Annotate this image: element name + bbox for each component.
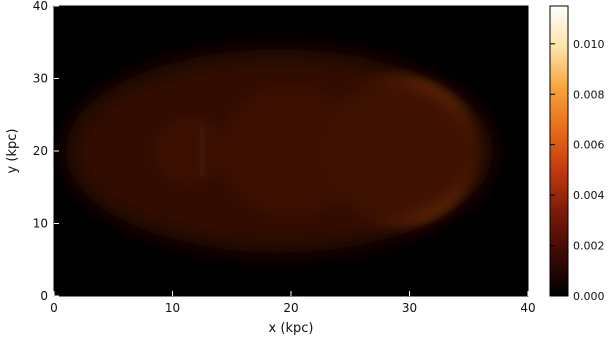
y-tick-label: 0 <box>40 289 48 303</box>
colorbar-tick-label: 0.004 <box>573 189 605 202</box>
y-tick-label: 30 <box>33 72 48 86</box>
colorbar-tick-label: 0.002 <box>573 240 605 253</box>
x-axis-label: x (kpc) <box>269 321 314 336</box>
colorbar-ticks: 0.000 0.002 0.004 0.006 0.008 0.010 <box>550 38 605 303</box>
y-tick-label: 20 <box>33 144 48 158</box>
colorbar-tick-label: 0.008 <box>573 88 605 101</box>
heat-feature-diffuse-envelope <box>65 49 493 253</box>
colorbar-tick-label: 0.000 <box>573 290 605 303</box>
y-axis-label: y (kpc) <box>5 129 20 174</box>
x-tick-label: 10 <box>165 301 180 315</box>
x-tick-label: 30 <box>402 301 417 315</box>
heatmap-cells <box>65 49 493 253</box>
y-axis: 0 10 20 30 40 <box>33 0 59 303</box>
colorbar <box>549 5 569 297</box>
y-tick-label: 40 <box>33 0 48 13</box>
colorbar-tick-label: 0.006 <box>573 139 605 152</box>
colorbar-tick-label: 0.010 <box>573 38 605 51</box>
x-tick-label: 0 <box>50 301 58 315</box>
x-axis: 0 10 20 30 40 <box>50 291 536 315</box>
x-tick-label: 40 <box>520 301 535 315</box>
y-tick-label: 10 <box>33 217 48 231</box>
x-tick-label: 20 <box>283 301 298 315</box>
